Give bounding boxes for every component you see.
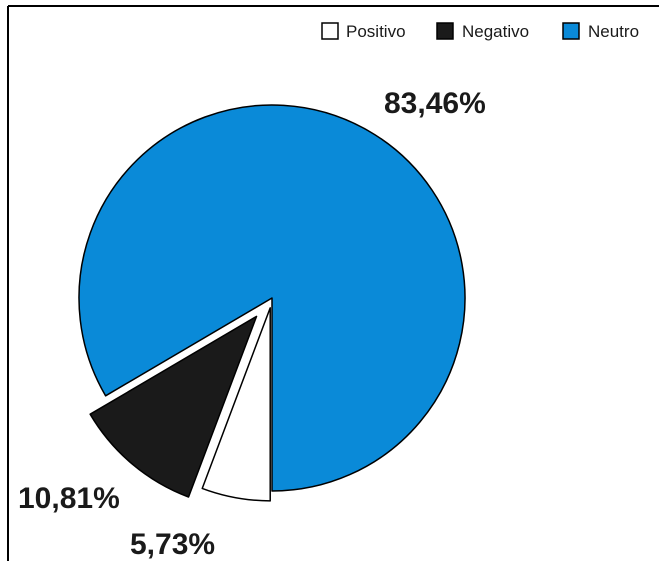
pie-slice-negativo bbox=[89, 315, 258, 498]
pie-slice-positivo bbox=[201, 307, 271, 502]
legend-label-neutro: Neutro bbox=[588, 22, 639, 41]
data-label-negativo: 10,81% bbox=[18, 482, 120, 515]
legend-label-negativo: Negativo bbox=[462, 22, 529, 41]
data-label-positivo: 5,73% bbox=[130, 528, 215, 561]
legend-swatch-negativo bbox=[436, 22, 454, 40]
legend-label-positivo: Positivo bbox=[346, 22, 406, 41]
data-label-neutro: 83,46% bbox=[384, 87, 486, 120]
pie-slices bbox=[78, 104, 466, 502]
legend-swatch-positivo bbox=[321, 22, 339, 40]
legend: Positivo Negativo Neutro bbox=[321, 22, 639, 41]
pie-slice-neutro bbox=[78, 104, 466, 492]
legend-swatch-neutro bbox=[562, 22, 580, 40]
